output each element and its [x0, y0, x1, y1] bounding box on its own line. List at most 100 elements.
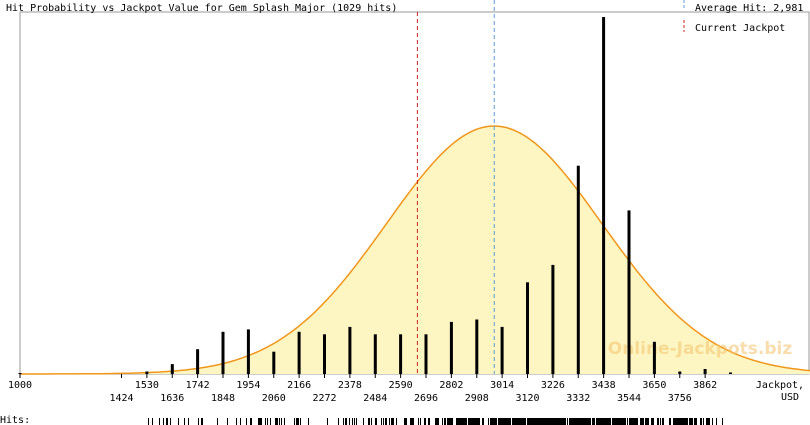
- hit-tick: [459, 418, 460, 425]
- hit-bar: [678, 371, 682, 374]
- hit-tick: [514, 418, 515, 425]
- hit-tick: [686, 418, 687, 425]
- hit-tick: [429, 418, 430, 425]
- watermark: Online-Jackpots.biz: [608, 339, 793, 359]
- hit-tick: [635, 418, 636, 425]
- x-tick-label: 1742: [186, 380, 210, 391]
- hit-tick: [520, 418, 521, 425]
- hit-tick: [410, 418, 411, 425]
- distribution-curve: [20, 125, 810, 375]
- hit-tick: [712, 418, 713, 425]
- x-tick-label: 1424: [109, 393, 133, 404]
- hit-tick: [250, 418, 251, 425]
- hit-tick: [525, 418, 526, 425]
- hit-tick: [522, 418, 523, 425]
- hit-tick: [700, 418, 701, 425]
- hit-tick: [170, 418, 171, 425]
- distribution-area: [20, 126, 810, 374]
- hit-tick: [581, 418, 582, 425]
- hit-tick: [632, 418, 633, 425]
- hit-tick: [300, 418, 301, 425]
- hit-tick: [567, 418, 568, 425]
- hit-tick: [612, 418, 613, 425]
- hit-tick: [493, 418, 494, 425]
- hit-tick: [451, 418, 452, 425]
- hit-tick: [586, 418, 587, 425]
- hit-tick: [488, 418, 489, 425]
- hit-tick: [678, 418, 679, 425]
- hit-tick: [500, 418, 501, 425]
- hit-tick: [471, 418, 472, 425]
- hit-tick: [424, 418, 425, 425]
- hit-tick: [354, 418, 355, 425]
- hit-bar: [652, 341, 656, 374]
- x-tick-label: 1848: [211, 393, 235, 404]
- hit-tick: [491, 418, 492, 425]
- hit-tick: [477, 418, 478, 425]
- hit-tick: [597, 418, 598, 425]
- hit-tick: [506, 418, 507, 425]
- hit-tick: [677, 418, 678, 425]
- hit-tick: [458, 418, 459, 425]
- hit-tick: [457, 418, 458, 425]
- x-tick-label: 3014: [490, 380, 514, 391]
- chart-title: Hit Probability vs Jackpot Value for Gem…: [6, 3, 397, 14]
- x-tick-label: 2484: [363, 393, 387, 404]
- x-tick-label: 1954: [236, 380, 260, 391]
- hit-tick: [504, 418, 505, 425]
- hit-tick: [479, 418, 480, 425]
- hit-tick: [669, 418, 670, 425]
- hit-tick: [383, 418, 384, 425]
- hit-tick: [513, 418, 514, 425]
- hit-tick: [547, 418, 548, 425]
- hit-tick: [625, 418, 626, 425]
- hit-tick: [577, 418, 578, 425]
- hit-tick: [701, 418, 702, 425]
- hit-bar: [348, 326, 352, 374]
- hit-tick: [619, 418, 620, 425]
- hit-tick: [643, 418, 644, 425]
- hit-tick: [240, 418, 241, 425]
- hit-tick: [690, 418, 691, 425]
- hit-tick: [533, 418, 534, 425]
- x-tick-label: 2802: [439, 380, 463, 391]
- hit-tick: [474, 418, 475, 425]
- hit-tick: [470, 418, 471, 425]
- hit-tick: [683, 418, 684, 425]
- hit-tick: [627, 418, 628, 425]
- hit-tick: [505, 418, 506, 425]
- hit-tick: [587, 418, 588, 425]
- hit-tick: [707, 418, 708, 425]
- hit-tick: [275, 418, 276, 425]
- hit-tick: [276, 418, 277, 425]
- hit-tick: [617, 418, 618, 425]
- hit-tick: [589, 418, 590, 425]
- hit-tick: [444, 418, 445, 425]
- hit-tick: [636, 418, 637, 425]
- hit-tick: [524, 418, 525, 425]
- hit-tick: [163, 418, 164, 425]
- hit-tick: [620, 418, 621, 425]
- hit-tick: [260, 418, 261, 425]
- hit-tick: [393, 418, 394, 425]
- hit-tick: [579, 418, 580, 425]
- hit-tick: [708, 418, 709, 425]
- hit-bar: [170, 364, 174, 374]
- x-tick-label: 2166: [287, 380, 311, 391]
- x-tick-label: 3756: [668, 393, 692, 404]
- hit-bar: [526, 282, 529, 374]
- x-axis: 1000 1530 1742 1954 2166 2378 2590 2802 3014 3226…: [8, 374, 717, 404]
- hit-bar: [576, 165, 580, 374]
- hit-tick: [452, 418, 453, 425]
- hit-tick: [652, 418, 653, 425]
- hit-tick: [569, 418, 570, 425]
- hit-tick: [251, 418, 252, 425]
- hit-tick: [442, 418, 443, 425]
- hit-tick: [259, 418, 260, 425]
- x-tick-label: 3650: [642, 380, 666, 391]
- hit-tick: [660, 418, 661, 425]
- hit-tick: [544, 418, 545, 425]
- hit-tick: [692, 418, 693, 425]
- hit-tick: [510, 418, 511, 425]
- hit-tick: [363, 418, 364, 425]
